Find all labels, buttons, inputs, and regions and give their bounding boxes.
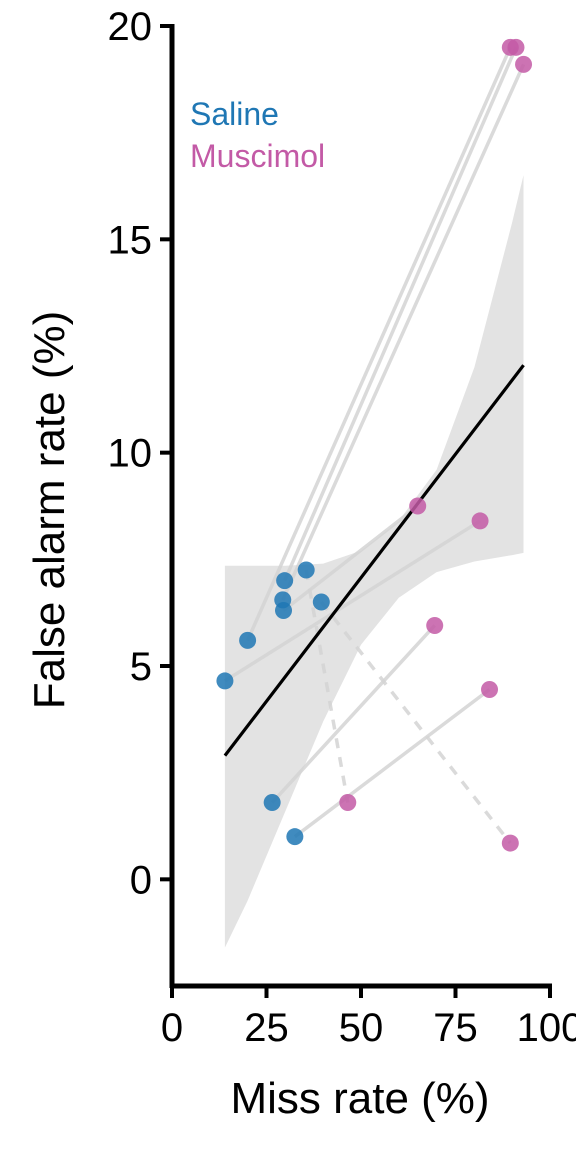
saline-point-6 — [286, 828, 303, 845]
x-tick-label-50: 50 — [339, 1006, 384, 1050]
muscimol-point-8 — [515, 56, 532, 73]
legend-entry-saline: Saline — [190, 96, 279, 132]
muscimol-point-5 — [502, 835, 519, 852]
muscimol-point-3 — [472, 512, 489, 529]
saline-point-4 — [276, 572, 293, 589]
y-tick-label-0: 0 — [130, 858, 152, 902]
saline-point-8 — [313, 594, 330, 611]
saline-point-7 — [298, 562, 315, 579]
saline-point-5 — [274, 591, 291, 608]
x-tick-label-100: 100 — [517, 1006, 576, 1050]
x-tick-label-75: 75 — [433, 1006, 478, 1050]
muscimol-point-2 — [426, 617, 443, 634]
muscimol-point-0 — [339, 794, 356, 811]
y-tick-label-5: 5 — [130, 645, 152, 689]
legend-entry-muscimol: Muscimol — [190, 138, 325, 174]
saline-point-2 — [264, 794, 281, 811]
saline-point-0 — [216, 672, 233, 689]
x-tick-label-0: 0 — [161, 1006, 183, 1050]
x-tick-label-25: 25 — [244, 1006, 289, 1050]
y-tick-label-10: 10 — [108, 432, 153, 476]
x-axis-title: Miss rate (%) — [230, 1074, 489, 1123]
saline-point-1 — [239, 632, 256, 649]
muscimol-point-7 — [507, 39, 524, 56]
y-axis-title: False alarm rate (%) — [25, 311, 74, 710]
y-tick-label-20: 20 — [108, 5, 153, 49]
y-tick-label-15: 15 — [108, 218, 153, 262]
muscimol-point-1 — [409, 498, 426, 515]
muscimol-point-4 — [481, 681, 498, 698]
